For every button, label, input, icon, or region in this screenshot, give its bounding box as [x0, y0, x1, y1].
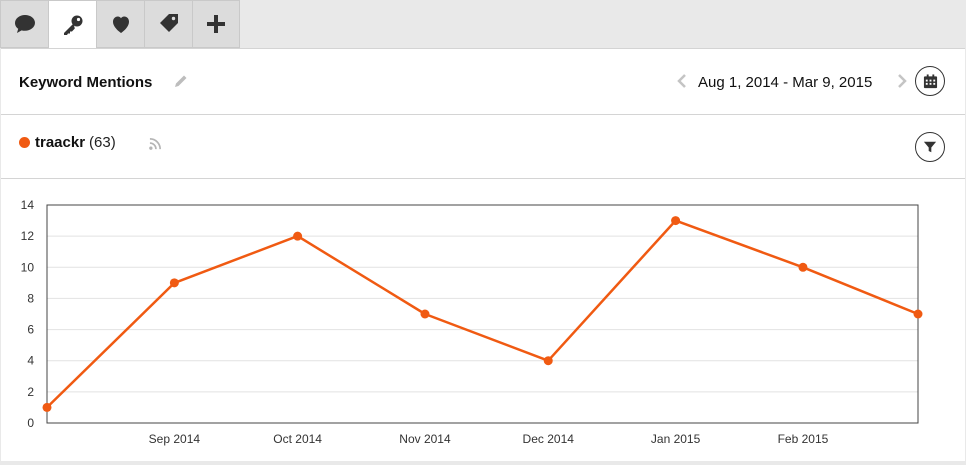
keyword-mentions-panel: Keyword Mentions Aug 1, 2014 - Mar 9, 20… [1, 48, 965, 461]
x-tick-label: Oct 2014 [273, 432, 322, 446]
chevron-left-icon[interactable] [677, 73, 687, 89]
data-point [42, 402, 52, 412]
tab-keywords[interactable] [48, 0, 96, 49]
mentions-line-chart: 0 2 4 6 8 10 12 14 Sep 2014 Oct 2014 Nov 2014 Dec 2… [21, 198, 923, 446]
y-tick-label: 12 [21, 229, 35, 243]
tab-tags[interactable] [144, 0, 192, 48]
y-tick-label: 8 [27, 291, 34, 305]
x-tick-label: Jan 2015 [651, 432, 701, 446]
legend-dot [19, 137, 30, 148]
y-tick-label: 0 [27, 416, 34, 430]
data-point [420, 309, 430, 319]
y-tick-label: 4 [27, 354, 34, 368]
data-point [543, 356, 553, 366]
plot-frame [46, 204, 919, 424]
panel-header: Keyword Mentions Aug 1, 2014 - Mar 9, 20… [1, 49, 965, 115]
y-tick-label: 10 [21, 260, 35, 274]
data-point [798, 262, 808, 272]
key-icon [63, 15, 82, 35]
tab-favorites[interactable] [96, 0, 144, 48]
calendar-button[interactable] [915, 66, 945, 96]
heart-icon [112, 16, 129, 33]
plus-icon [207, 15, 225, 33]
calendar-icon [923, 73, 937, 88]
tab-comments[interactable] [0, 0, 48, 48]
data-point [913, 309, 923, 319]
series-line [46, 219, 919, 409]
data-point [671, 216, 681, 226]
legend-series-name: traackr [35, 134, 86, 151]
comment-icon [14, 15, 35, 33]
tag-icon [159, 14, 178, 32]
y-tick-label: 6 [27, 323, 34, 337]
y-tick-label: 14 [21, 198, 35, 212]
data-point [169, 278, 179, 288]
chevron-right-icon[interactable] [897, 73, 907, 89]
panel-title: Keyword Mentions [19, 74, 153, 91]
x-tick-label: Nov 2014 [399, 432, 451, 446]
x-tick-label: Feb 2015 [778, 432, 829, 446]
legend-item[interactable]: traackr (63) [19, 134, 116, 151]
y-tick-label: 2 [27, 385, 34, 399]
rss-icon[interactable] [149, 137, 162, 150]
legend-series-count: (63) [89, 134, 116, 151]
date-range-label[interactable]: Aug 1, 2014 - Mar 9, 2015 [698, 74, 873, 91]
filter-icon [923, 141, 937, 153]
filter-button[interactable] [915, 132, 945, 162]
data-point [293, 231, 303, 241]
x-tick-label: Sep 2014 [149, 432, 201, 446]
pencil-icon[interactable] [173, 73, 189, 89]
tab-add[interactable] [192, 0, 240, 48]
series-legend-bar: traackr (63) [1, 115, 965, 179]
x-tick-label: Dec 2014 [523, 432, 575, 446]
tab-bar [0, 0, 240, 49]
